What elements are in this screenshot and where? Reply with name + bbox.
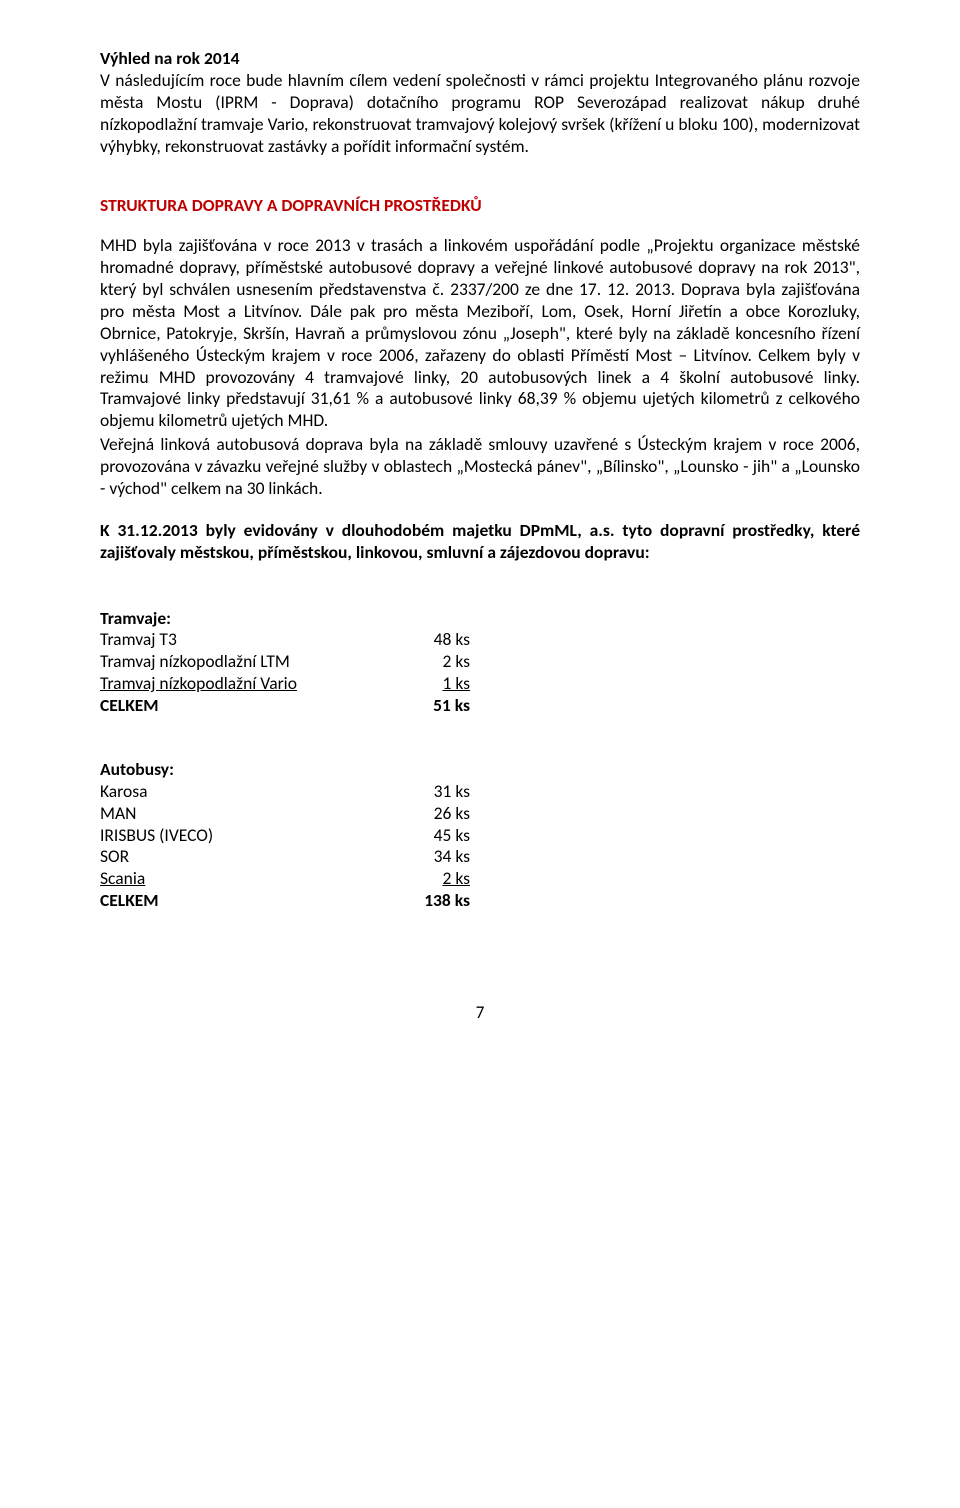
buses-heading: Autobusy: <box>100 759 860 781</box>
inventory-lead: K 31.12.2013 byly evidovány v dlouhodobé… <box>100 520 860 564</box>
tram-label: Tramvaj T3 <box>100 629 400 651</box>
structure-paragraph-2: Veřejná linková autobusová doprava byla … <box>100 434 860 500</box>
inventory-lead-bold: K 31.12.2013 byly evidovány v dlouhodobé… <box>100 519 810 541</box>
bus-label: Karosa <box>100 781 400 803</box>
trams-block: Tramvaje: Tramvaj T348 ksTramvaj nízkopo… <box>100 608 860 717</box>
bus-row: MAN26 ks <box>100 803 860 825</box>
page-number: 7 <box>100 1002 860 1023</box>
trams-heading: Tramvaje: <box>100 608 860 630</box>
tram-value: 48 ks <box>400 629 470 651</box>
bus-label: MAN <box>100 803 400 825</box>
bus-label: Scania <box>100 868 400 890</box>
bus-value: 2 ks <box>400 868 470 890</box>
tram-value: 2 ks <box>400 651 470 673</box>
trams-total-value: 51 ks <box>400 695 470 717</box>
document-page: Výhled na rok 2014 V následujícím roce b… <box>0 0 960 1508</box>
trams-total-row: CELKEM 51 ks <box>100 695 860 717</box>
tram-value: 1 ks <box>400 673 470 695</box>
bus-row: SOR34 ks <box>100 846 860 868</box>
structure-heading: STRUKTURA DOPRAVY A DOPRAVNÍCH PROSTŘEDK… <box>100 195 860 217</box>
bus-row: Karosa31 ks <box>100 781 860 803</box>
tram-row: Tramvaj T348 ks <box>100 629 860 651</box>
buses-block: Autobusy: Karosa31 ksMAN26 ksIRISBUS (IV… <box>100 759 860 912</box>
tram-row: Tramvaj nízkopodlažní Vario1 ks <box>100 673 860 695</box>
bus-row: IRISBUS (IVECO)45 ks <box>100 825 860 847</box>
trams-total-label: CELKEM <box>100 695 400 717</box>
buses-total-label: CELKEM <box>100 890 400 912</box>
bus-label: SOR <box>100 846 400 868</box>
bus-value: 31 ks <box>400 781 470 803</box>
bus-value: 45 ks <box>400 825 470 847</box>
buses-total-row: CELKEM 138 ks <box>100 890 860 912</box>
tram-label: Tramvaj nízkopodlažní Vario <box>100 673 400 695</box>
buses-total-value: 138 ks <box>400 890 470 912</box>
structure-paragraph-1: MHD byla zajišťována v roce 2013 v trasá… <box>100 235 860 432</box>
outlook-heading: Výhled na rok 2014 <box>100 48 860 70</box>
tram-label: Tramvaj nízkopodlažní LTM <box>100 651 400 673</box>
bus-label: IRISBUS (IVECO) <box>100 825 400 847</box>
outlook-paragraph: V následujícím roce bude hlavním cílem v… <box>100 70 860 158</box>
tram-row: Tramvaj nízkopodlažní LTM2 ks <box>100 651 860 673</box>
bus-value: 34 ks <box>400 846 470 868</box>
bus-row: Scania2 ks <box>100 868 860 890</box>
bus-value: 26 ks <box>400 803 470 825</box>
